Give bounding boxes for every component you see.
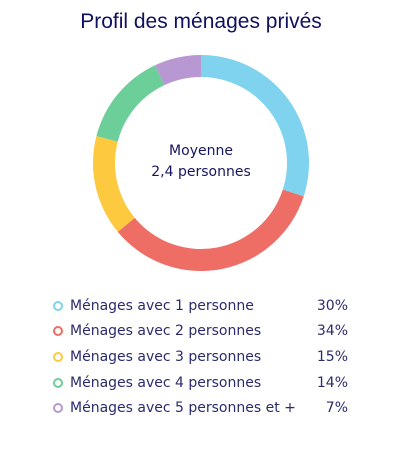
- legend-label: Ménages avec 3 personnes: [70, 348, 262, 365]
- legend-marker-icon: [53, 300, 63, 311]
- legend-percentage: 14%: [316, 374, 348, 391]
- legend-item-3-persons: Ménages avec 3 personnes 15%: [53, 344, 348, 370]
- legend-marker-icon: [53, 351, 63, 362]
- donut-chart: [93, 55, 309, 271]
- center-label-line-2: 2,4 personnes: [151, 164, 251, 180]
- chart-legend: Ménages avec 1 personne 30% Ménages avec…: [53, 293, 348, 421]
- legend-label: Ménages avec 5 personnes et +: [70, 400, 296, 417]
- legend-item-1-person: Ménages avec 1 personne 30%: [53, 293, 348, 319]
- legend-percentage: 7%: [325, 400, 348, 417]
- donut-slice-2: [117, 189, 304, 271]
- donut-slice-1: [201, 55, 309, 197]
- legend-item-5plus-persons: Ménages avec 5 personnes et + 7%: [53, 395, 348, 421]
- legend-label: Ménages avec 2 personnes: [70, 323, 262, 340]
- donut-slice-5: [155, 55, 201, 86]
- center-label-line-1: Moyenne: [169, 143, 233, 159]
- legend-item-4-persons: Ménages avec 4 personnes 14%: [53, 370, 348, 396]
- legend-label: Ménages avec 4 personnes: [70, 374, 262, 391]
- legend-marker-icon: [53, 377, 63, 388]
- legend-item-2-persons: Ménages avec 2 personnes 34%: [53, 319, 348, 345]
- legend-percentage: 30%: [316, 297, 348, 314]
- donut-slice-3: [93, 136, 135, 232]
- donut-center-label: Moyenne 2,4 personnes: [90, 141, 312, 183]
- donut-slice-4: [96, 65, 165, 142]
- legend-marker-icon: [53, 326, 63, 337]
- legend-label: Ménages avec 1 personne: [70, 297, 254, 314]
- legend-percentage: 15%: [316, 348, 348, 365]
- chart-title: Profil des ménages privés: [80, 10, 322, 33]
- legend-percentage: 34%: [316, 323, 348, 340]
- legend-marker-icon: [53, 403, 63, 414]
